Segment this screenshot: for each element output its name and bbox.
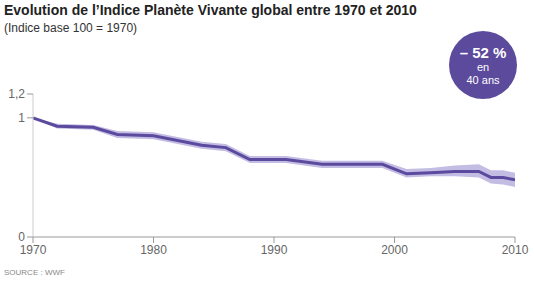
- html-text:– 52 %: – 52 %: [459, 43, 507, 61]
- svg-text:2010: 2010: [502, 243, 526, 257]
- svg-text:1970: 1970: [20, 243, 47, 257]
- html-text:Evolution de l’Indice Planète: Evolution de l’Indice Planète Vivante gl…: [4, 2, 417, 18]
- svg-text:1990: 1990: [261, 243, 288, 257]
- html-text:(Indice base 100 = 1970): (Indice base 100 = 1970): [4, 21, 138, 35]
- svg-text:1,2: 1,2: [8, 87, 25, 101]
- svg-text:1980: 1980: [140, 243, 167, 257]
- html-text:SOURCE : WWF: SOURCE : WWF: [4, 268, 65, 277]
- html-text:en: en: [476, 61, 490, 73]
- svg-text:0: 0: [18, 230, 25, 244]
- svg-text:2000: 2000: [381, 243, 408, 257]
- svg-text:1: 1: [18, 111, 25, 125]
- html-text:40 ans: 40 ans: [466, 73, 500, 86]
